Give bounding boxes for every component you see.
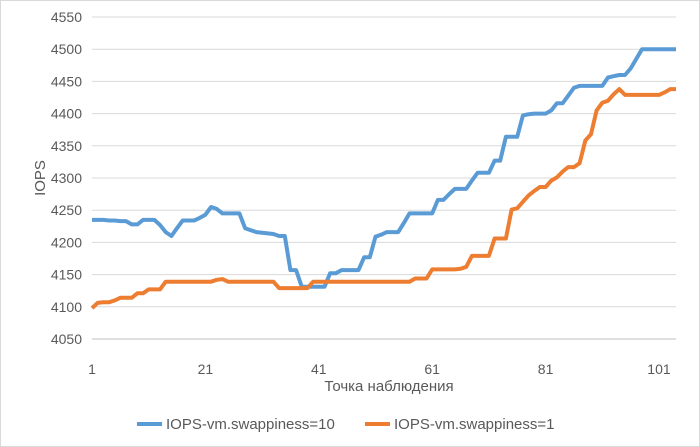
y-tick-label: 4500 (51, 41, 82, 57)
y-tick-label: 4250 (51, 202, 82, 218)
y-tick-label: 4450 (51, 73, 82, 89)
x-tick-label: 1 (88, 361, 96, 377)
legend-label-series-2: IOPS-vm.swappiness=1 (394, 416, 554, 433)
y-tick-label: 4300 (51, 170, 82, 186)
x-tick-label: 61 (424, 361, 440, 377)
y-tick-label: 4050 (51, 331, 82, 347)
series-line-1 (92, 47, 676, 289)
x-tick-label: 101 (647, 361, 671, 377)
y-tick-label: 4200 (51, 234, 82, 250)
legend-label-series-1: IOPS-vm.swappiness=10 (166, 416, 335, 433)
y-tick-label: 4350 (51, 138, 82, 154)
x-tick-label: 81 (538, 361, 554, 377)
y-tick-label: 4150 (51, 267, 82, 283)
x-axis-title: Точка наблюдения (324, 378, 453, 395)
series-line-2 (90, 87, 676, 310)
y-tick-label: 4100 (51, 299, 82, 315)
x-tick-label: 21 (198, 361, 214, 377)
y-tick-label: 4550 (51, 9, 82, 25)
legend: IOPS-vm.swappiness=10 IOPS-vm.swappiness… (137, 416, 554, 433)
x-tick-label: 41 (311, 361, 327, 377)
y-axis-title: IOPS (32, 160, 49, 196)
y-tick-label: 4400 (51, 106, 82, 122)
